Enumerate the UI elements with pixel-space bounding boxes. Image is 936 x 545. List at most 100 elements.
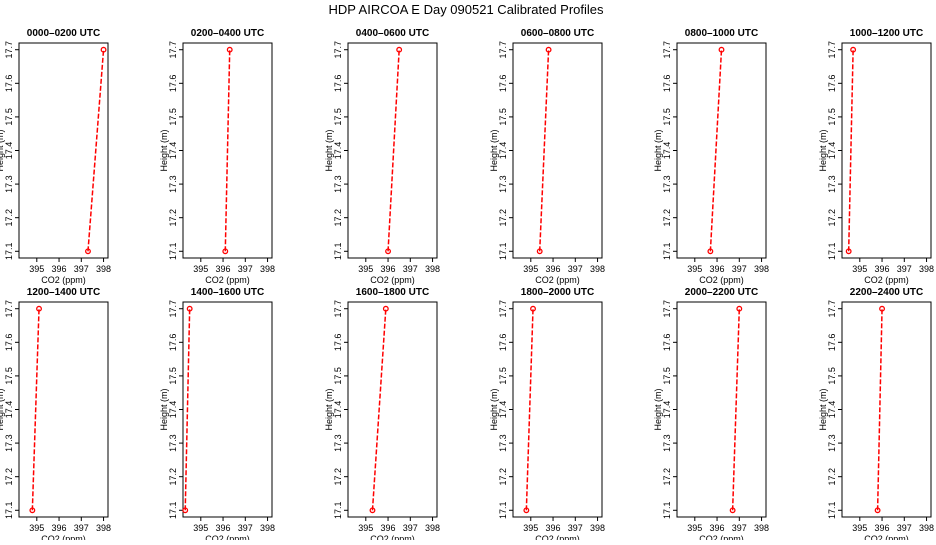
y-tick-label: 17.2 <box>827 468 837 486</box>
x-tick-label: 397 <box>732 523 747 533</box>
x-tick-label: 398 <box>590 264 605 274</box>
profile-line <box>31 308 40 511</box>
y-tick-label: 17.3 <box>498 175 508 193</box>
plot-frame <box>841 301 932 518</box>
y-tick-label: 17.3 <box>168 175 178 193</box>
data-point <box>85 248 91 255</box>
y-tick-label: 17.3 <box>4 175 14 193</box>
y-tick-label: 17.4 <box>4 142 14 160</box>
x-tick-label: 395 <box>358 523 373 533</box>
data-point <box>545 46 552 53</box>
y-tick-label: 17.1 <box>827 502 837 520</box>
y-tick-label: 17.1 <box>333 502 343 520</box>
x-tick-label: 397 <box>238 523 253 533</box>
y-tick-label: 17.7 <box>333 41 343 59</box>
plot-frame <box>512 42 603 259</box>
y-tick-label: 17.5 <box>168 108 178 126</box>
plot-frame <box>841 42 932 259</box>
y-tick-label: 17.6 <box>168 75 178 93</box>
plot-frame <box>512 301 603 518</box>
y-tick-label: 17.3 <box>662 175 672 193</box>
x-axis-label: CO2 (ppm) <box>535 275 580 285</box>
profile-line <box>371 308 387 511</box>
plot-frame <box>347 42 438 259</box>
x-axis-label: CO2 (ppm) <box>205 275 250 285</box>
x-axis-label: CO2 (ppm) <box>41 275 86 285</box>
panel: 0600–0800 UTC 395 396 397 398 CO2 (ppm) 17.1 17… <box>489 28 605 285</box>
y-tick-label: 17.1 <box>333 243 343 261</box>
panel-title: 1200–1400 UTC <box>27 287 100 298</box>
x-tick-label: 395 <box>29 264 44 274</box>
y-tick-label: 17.6 <box>498 334 508 352</box>
x-tick-label: 398 <box>919 523 934 533</box>
y-tick-label: 17.5 <box>498 108 508 126</box>
profile-line <box>709 49 723 252</box>
x-axis-label: CO2 (ppm) <box>864 275 909 285</box>
chart-title: HDP AIRCOA E Day 090521 Calibrated Profi… <box>328 2 604 17</box>
x-tick-label: 397 <box>568 264 583 274</box>
x-axis-label: CO2 (ppm) <box>699 534 744 540</box>
x-tick-label: 395 <box>852 523 867 533</box>
x-axis-label: CO2 (ppm) <box>699 275 744 285</box>
data-point <box>879 305 885 312</box>
x-tick-label: 396 <box>216 264 231 274</box>
data-point <box>226 46 233 53</box>
y-tick-label: 17.2 <box>168 209 178 227</box>
panel: 1800–2000 UTC 395 396 397 398 CO2 (ppm) 17.1 17… <box>489 287 605 544</box>
plot-frame <box>18 42 109 259</box>
y-tick-label: 17.1 <box>4 243 14 261</box>
panel-title: 1800–2000 UTC <box>521 287 594 298</box>
y-tick-label: 17.4 <box>498 142 508 160</box>
x-tick-label: 398 <box>754 264 769 274</box>
y-tick-label: 17.7 <box>498 300 508 318</box>
data-point <box>736 305 743 312</box>
y-tick-label: 17.4 <box>4 401 14 419</box>
x-tick-label: 397 <box>74 264 89 274</box>
y-axis-label: Height (m) <box>159 388 169 430</box>
x-axis-label: CO2 (ppm) <box>535 534 580 540</box>
y-tick-label: 17.4 <box>168 142 178 160</box>
panel-title: 0200–0400 UTC <box>191 28 264 39</box>
y-tick-label: 17.5 <box>4 108 14 126</box>
x-tick-label: 398 <box>260 264 275 274</box>
y-axis-label: Height (m) <box>324 129 334 171</box>
data-point <box>523 507 530 514</box>
x-tick-label: 395 <box>852 264 867 274</box>
profile-line <box>525 308 534 511</box>
profile-line <box>387 49 400 252</box>
y-tick-label: 17.1 <box>827 243 837 261</box>
x-tick-label: 396 <box>216 523 231 533</box>
x-tick-label: 396 <box>875 523 890 533</box>
y-axis-label: Height (m) <box>489 129 499 171</box>
data-point <box>536 248 543 255</box>
y-tick-label: 17.1 <box>498 243 508 261</box>
panel-title: 1000–1200 UTC <box>850 28 923 39</box>
profile-line <box>876 308 883 511</box>
panel: 1200–1400 UTC 395 396 397 398 CO2 (ppm) 17.1 17… <box>0 287 111 544</box>
y-tick-label: 17.6 <box>4 334 14 352</box>
panel-title: 0600–0800 UTC <box>521 28 594 39</box>
panel: 0000–0200 UTC 395 396 397 398 CO2 (ppm) 17.1 17… <box>0 28 111 285</box>
y-tick-label: 17.6 <box>333 75 343 93</box>
y-axis-label: Height (m) <box>653 388 663 430</box>
plot-frame <box>18 301 109 518</box>
x-tick-label: 396 <box>875 264 890 274</box>
y-tick-label: 17.5 <box>498 367 508 385</box>
panel: 1600–1800 UTC 395 396 397 398 CO2 (ppm) 17.1 17… <box>324 287 440 544</box>
y-tick-label: 17.7 <box>168 41 178 59</box>
data-point <box>729 507 736 514</box>
x-tick-label: 397 <box>238 264 253 274</box>
data-point <box>396 46 403 53</box>
plot-frame <box>347 301 438 518</box>
x-tick-label: 397 <box>403 264 418 274</box>
data-point <box>845 248 852 255</box>
data-point <box>382 305 389 312</box>
y-axis-label: Height (m) <box>159 129 169 171</box>
x-tick-label: 396 <box>381 523 396 533</box>
x-tick-label: 395 <box>523 264 538 274</box>
y-tick-label: 17.1 <box>4 502 14 520</box>
y-tick-label: 17.7 <box>662 300 672 318</box>
y-tick-label: 17.6 <box>827 75 837 93</box>
panel-title: 0000–0200 UTC <box>27 28 100 39</box>
x-axis-label: CO2 (ppm) <box>205 534 250 540</box>
